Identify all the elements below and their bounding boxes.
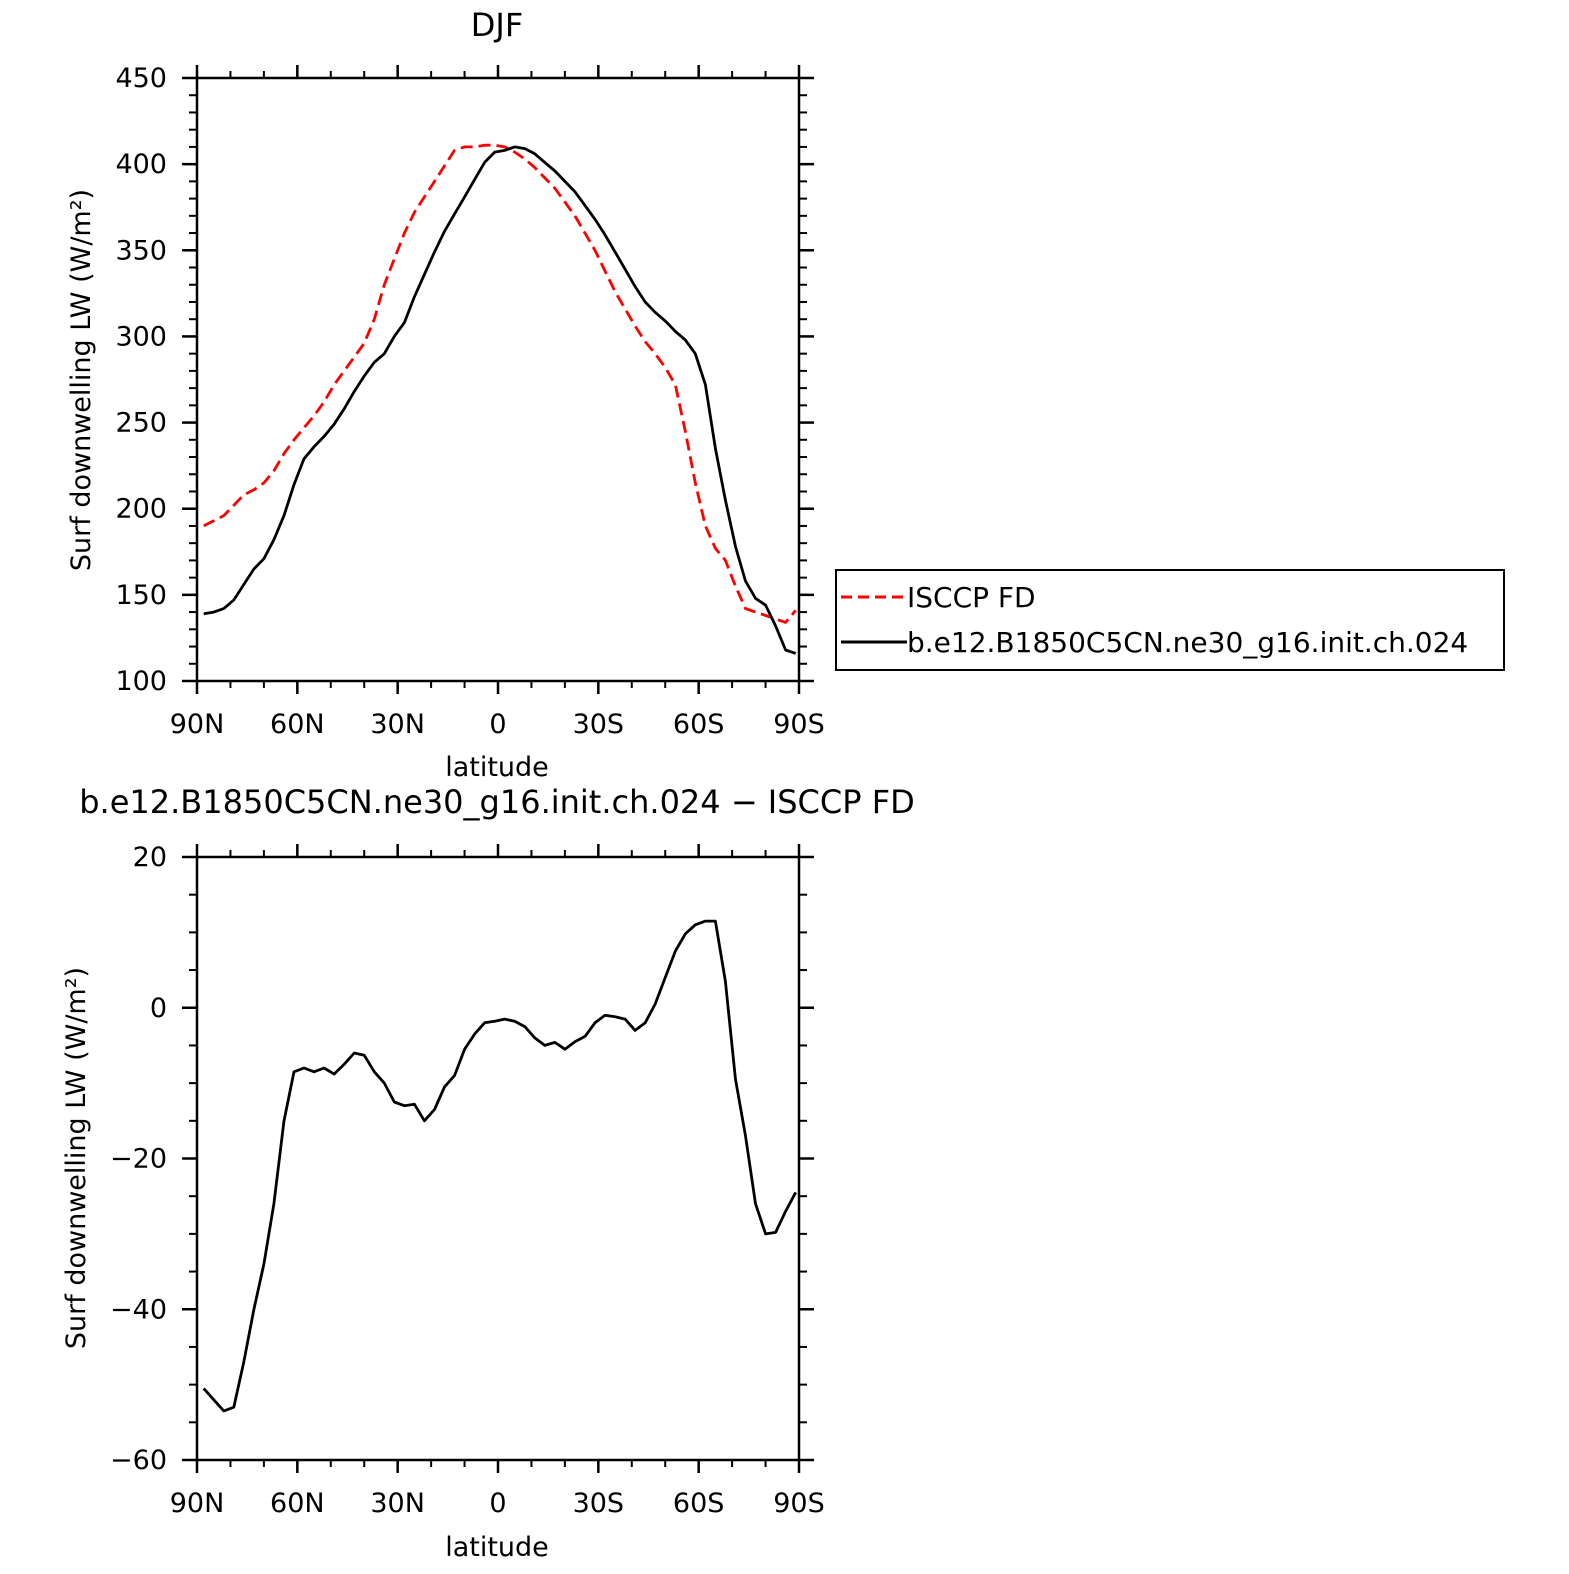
y-tick-label: 400	[115, 149, 167, 180]
x-tick-label: 0	[489, 709, 506, 740]
panel1-frame	[195, 76, 801, 683]
y-tick-label: 150	[115, 580, 167, 611]
x-tick-label: 60N	[270, 1488, 325, 1519]
y-tick-label: 0	[150, 993, 167, 1024]
panel2-title: b.e12.B1850C5CN.ne30_g16.init.ch.024 − I…	[79, 783, 915, 821]
y-tick-label: 20	[133, 842, 167, 873]
panel1-lines	[203, 143, 797, 655]
x-tick-label: 90S	[773, 709, 825, 740]
y-tick-label: 250	[115, 408, 167, 439]
y-tick-label: −20	[110, 1144, 167, 1175]
panel1-ticks: 100 150 200 250 300 350 400 450 90N 60N 30N 0 30S 60S…	[115, 63, 824, 740]
panel2-ticks: −60 −40 −20 0 20 90N 60N 30N 0 30S 60S 90S	[110, 842, 825, 1519]
x-tick-label: 90S	[773, 1488, 825, 1519]
x-tick-label: 0	[489, 1488, 506, 1519]
x-tick-label: 90N	[170, 709, 225, 740]
x-tick-label: 30S	[573, 1488, 625, 1519]
panel1-xlabel: latitude	[445, 752, 549, 783]
x-tick-label: 60S	[673, 709, 725, 740]
y-tick-label: 450	[115, 63, 167, 94]
series-line-0	[202, 919, 797, 1413]
y-tick-label: −40	[110, 1294, 167, 1325]
legend-label-model: b.e12.B1850C5CN.ne30_g16.init.ch.024	[907, 626, 1468, 659]
panel2-xlabel: latitude	[445, 1532, 549, 1563]
y-tick-label: 350	[115, 235, 167, 266]
x-tick-label: 90N	[170, 1488, 225, 1519]
x-tick-label: 60N	[270, 709, 325, 740]
y-tick-label: 300	[115, 321, 167, 352]
x-tick-label: 30S	[573, 709, 625, 740]
panel2-frame	[195, 855, 801, 1462]
series-line-1	[203, 145, 797, 655]
y-tick-label: 200	[115, 494, 167, 525]
panel2-ylabel: Surf downwelling LW (W/m²)	[61, 967, 92, 1349]
y-tick-label: −60	[110, 1445, 167, 1476]
legend-box	[835, 569, 1505, 671]
difference-panel: b.e12.B1850C5CN.ne30_g16.init.ch.024 − I…	[61, 783, 915, 1563]
panel2-lines	[202, 919, 797, 1413]
x-tick-label: 30N	[370, 1488, 425, 1519]
panel1-title: DJF	[471, 6, 523, 44]
series-line-0	[203, 143, 797, 624]
panel1-ylabel: Surf downwelling LW (W/m²)	[66, 189, 97, 571]
x-tick-label: 60S	[673, 1488, 725, 1519]
y-tick-label: 100	[115, 666, 167, 697]
x-tick-label: 30N	[370, 709, 425, 740]
legend-label-isccp: ISCCP FD	[907, 581, 1036, 614]
djf-panel: DJF 100 150 200 250 300 350 400 450 90N 60N 30N 0 30…	[66, 6, 825, 783]
legend: ISCCP FD b.e12.B1850C5CN.ne30_g16.init.c…	[835, 569, 1505, 671]
